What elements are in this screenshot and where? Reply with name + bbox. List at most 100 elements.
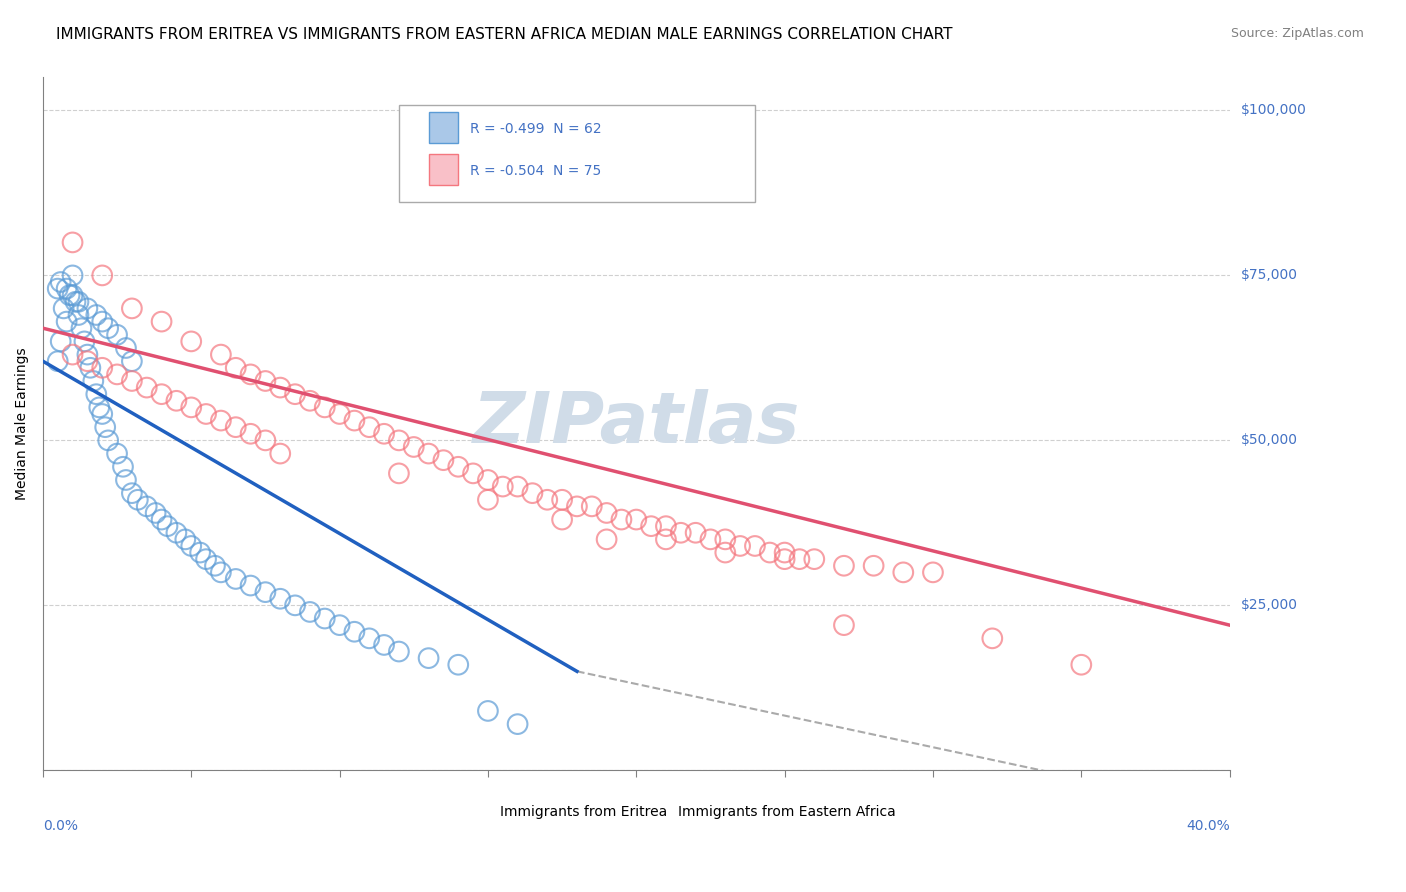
Point [135, 381, 157, 395]
Point [82, 374, 104, 388]
Point [111, 459, 134, 474]
Point [67, 308, 90, 322]
Point [73, 334, 96, 349]
Point [115, 473, 138, 487]
Point [314, 401, 336, 415]
Point [239, 368, 262, 382]
Point [981, 632, 1004, 646]
Point [84, 308, 107, 322]
Point [97, 321, 120, 335]
Point [359, 420, 381, 434]
Point [67, 294, 90, 309]
Point [46, 282, 69, 296]
Point [91, 407, 114, 421]
Point [91, 268, 114, 283]
Point [165, 393, 187, 408]
Point [714, 533, 737, 547]
Point [269, 591, 291, 606]
Point [551, 492, 574, 507]
Text: 40.0%: 40.0% [1185, 819, 1230, 833]
Point [105, 446, 128, 460]
Point [284, 387, 307, 401]
Point [506, 717, 529, 731]
Point [239, 578, 262, 592]
Point [595, 533, 617, 547]
Point [343, 414, 366, 428]
Point [329, 407, 352, 421]
Point [127, 492, 149, 507]
Point [121, 486, 143, 500]
Point [52, 301, 75, 316]
Point [174, 533, 197, 547]
Point [46, 354, 69, 368]
Point [803, 552, 825, 566]
Point [610, 512, 633, 526]
Point [1070, 657, 1092, 672]
Point [685, 525, 707, 540]
Point [447, 657, 470, 672]
Point [105, 368, 128, 382]
Point [55, 282, 77, 296]
Point [655, 519, 678, 533]
Point [76, 354, 98, 368]
Point [388, 467, 411, 481]
Point [254, 434, 277, 448]
Point [922, 566, 945, 580]
Point [150, 387, 173, 401]
Point [640, 519, 662, 533]
Bar [643, 802, 672, 822]
Point [402, 440, 425, 454]
Point [70, 321, 93, 335]
Point [388, 644, 411, 658]
Point [76, 301, 98, 316]
Point [121, 374, 143, 388]
Point [314, 611, 336, 625]
Text: R = -0.499  N = 62: R = -0.499 N = 62 [470, 121, 602, 136]
Y-axis label: Median Male Earnings: Median Male Earnings [15, 348, 30, 500]
Point [699, 533, 721, 547]
Point [195, 407, 218, 421]
Point [188, 545, 211, 559]
Bar [429, 112, 458, 144]
Point [89, 401, 111, 415]
Text: Immigrants from Eritrea: Immigrants from Eritrea [499, 805, 666, 819]
Point [91, 315, 114, 329]
Point [150, 512, 173, 526]
Point [418, 446, 440, 460]
Point [97, 434, 120, 448]
Point [135, 500, 157, 514]
Point [626, 512, 648, 526]
Point [581, 500, 603, 514]
Point [49, 334, 72, 349]
Point [669, 525, 692, 540]
Point [373, 426, 395, 441]
Point [180, 334, 202, 349]
Point [506, 479, 529, 493]
Point [418, 651, 440, 665]
Point [284, 599, 307, 613]
Point [432, 453, 454, 467]
Point [832, 558, 855, 573]
Point [298, 393, 321, 408]
Point [477, 704, 499, 718]
Point [565, 500, 588, 514]
Point [269, 381, 291, 395]
Point [714, 545, 737, 559]
Point [55, 315, 77, 329]
Point [180, 401, 202, 415]
Text: $50,000: $50,000 [1240, 434, 1298, 448]
Point [758, 545, 780, 559]
Point [343, 624, 366, 639]
Point [359, 632, 381, 646]
Text: ZIPatlas: ZIPatlas [472, 390, 800, 458]
Point [298, 605, 321, 619]
Point [551, 512, 574, 526]
Point [62, 348, 84, 362]
Text: $25,000: $25,000 [1240, 599, 1298, 612]
Point [522, 486, 544, 500]
Point [388, 434, 411, 448]
Point [65, 294, 87, 309]
Point [239, 426, 262, 441]
Point [58, 288, 80, 302]
Point [492, 479, 515, 493]
